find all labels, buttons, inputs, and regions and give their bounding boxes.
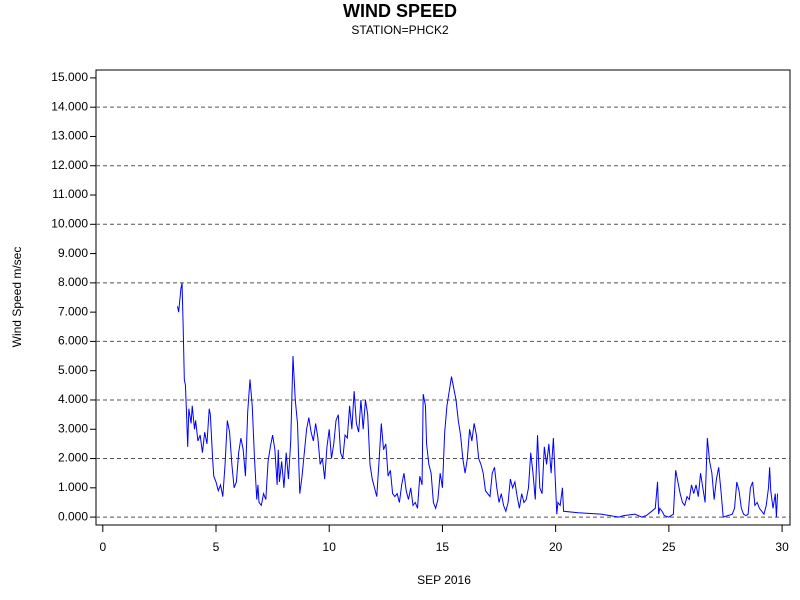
y-tick-label: 0.000 [58, 509, 88, 523]
y-tick-label: 5.000 [58, 363, 88, 377]
y-tick-label: 15.000 [51, 70, 88, 84]
y-tick-label: 9.000 [58, 246, 88, 260]
y-tick-label: 10.000 [51, 216, 88, 230]
y-tick-label: 2.000 [58, 451, 88, 465]
x-tick-label: 30 [775, 540, 789, 554]
y-tick-label: 7.000 [58, 304, 88, 318]
x-tick-label: 15 [436, 540, 450, 554]
x-tick-label: 0 [99, 540, 106, 554]
x-tick-label: 25 [662, 540, 676, 554]
y-axis-label: Wind Speed m/sec [10, 247, 24, 348]
y-tick-label: 4.000 [58, 392, 88, 406]
y-tick-label: 11.000 [52, 187, 88, 201]
y-tick-label: 13.000 [51, 129, 88, 143]
data-line [177, 282, 779, 518]
y-tick-label: 14.000 [51, 99, 88, 113]
y-tick-label: 1.000 [58, 480, 88, 494]
y-tick-label: 3.000 [58, 421, 88, 435]
plot-frame [95, 69, 791, 526]
y-tick-label: 6.000 [58, 334, 88, 348]
y-tick-label: 8.000 [58, 275, 88, 289]
x-tick-label: 20 [549, 540, 563, 554]
chart-subtitle: STATION=PHCK2 [351, 23, 449, 37]
x-axis-label: SEP 2016 [417, 573, 471, 587]
y-tick-label: 12.000 [51, 158, 88, 172]
x-tick-label: 10 [323, 540, 337, 554]
x-tick-label: 5 [213, 540, 220, 554]
chart-title: WIND SPEED [343, 1, 457, 21]
